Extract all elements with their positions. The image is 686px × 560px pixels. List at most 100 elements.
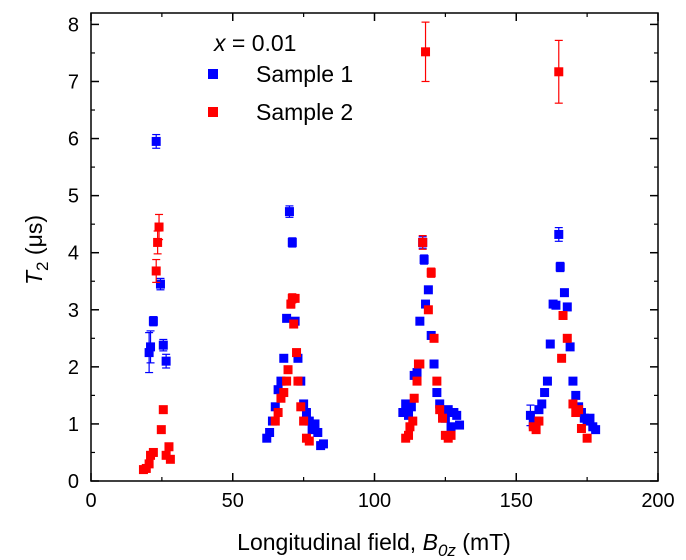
data-point: [446, 422, 456, 432]
data-point: [435, 399, 445, 409]
composition-annotation: x = 0.01: [213, 30, 296, 56]
data-point: [276, 393, 286, 403]
data-point: [156, 425, 166, 435]
data-point: [585, 413, 595, 423]
data-point: [293, 353, 303, 363]
data-point: [276, 376, 286, 386]
data-point: [273, 408, 283, 418]
data-point: [429, 333, 439, 343]
data-point: [421, 299, 431, 309]
data-point: [404, 410, 414, 420]
data-point: [292, 348, 302, 358]
y-tick-label: 6: [68, 129, 79, 151]
data-point: [279, 388, 289, 398]
data-point: [568, 376, 578, 386]
data-point: [262, 433, 272, 443]
data-point: [293, 376, 303, 386]
y-tick-label: 2: [68, 357, 79, 379]
data-point: [568, 399, 578, 409]
data-point: [574, 405, 584, 415]
data-point: [525, 410, 535, 420]
series-2: [138, 21, 592, 475]
data-point: [279, 353, 289, 363]
x-tick-label: 50: [222, 490, 244, 512]
data-point: [265, 427, 275, 437]
data-point: [562, 302, 572, 312]
y-tick-label: 4: [68, 243, 79, 265]
data-point: [432, 376, 442, 386]
data-point: [299, 416, 309, 426]
data-point: [401, 399, 411, 409]
legend-marker-sample-1: [208, 69, 218, 79]
x-tick-label: 200: [641, 490, 674, 512]
y-tick-label: 3: [68, 300, 79, 322]
data-point: [313, 427, 323, 437]
data-point: [412, 368, 422, 378]
data-point: [282, 313, 292, 323]
data-point: [415, 316, 425, 326]
x-tick-label: 150: [500, 490, 533, 512]
data-point: [423, 305, 433, 315]
data-point: [551, 300, 561, 310]
data-point: [304, 416, 314, 426]
data-point: [164, 442, 174, 452]
data-point: [289, 319, 299, 329]
y-tick-label: 0: [68, 471, 79, 493]
data-point: [409, 393, 419, 403]
data-point: [438, 413, 448, 423]
series-1: [144, 133, 601, 451]
data-point: [534, 405, 544, 415]
legend-label-sample-1: Sample 1: [256, 61, 353, 87]
data-point: [452, 410, 462, 420]
x-axis-title: Longitudinal field, B0z (mT): [237, 529, 511, 560]
data-point: [554, 67, 564, 77]
data-point: [418, 237, 428, 247]
data-point: [571, 390, 581, 400]
data-point: [412, 376, 422, 386]
data-point: [304, 436, 314, 446]
y-tick-label: 1: [68, 414, 79, 436]
data-point: [287, 237, 297, 247]
data-point: [558, 310, 568, 320]
data-point: [432, 388, 442, 398]
data-point: [540, 388, 550, 398]
legend: x = 0.01 Sample 1 Sample 2: [208, 30, 353, 125]
data-point: [415, 359, 425, 369]
data-point: [455, 420, 465, 430]
data-point: [421, 47, 431, 57]
data-point: [148, 447, 158, 457]
data-point: [435, 405, 445, 415]
data-point: [534, 416, 544, 426]
x-tick-label: 0: [85, 490, 96, 512]
data-point: [404, 430, 414, 440]
data-point: [531, 425, 541, 435]
data-point: [554, 229, 564, 239]
data-point: [429, 359, 439, 369]
data-point: [283, 365, 293, 375]
data-point: [301, 408, 311, 418]
data-point: [310, 419, 320, 429]
data-point: [144, 459, 154, 469]
data-point: [443, 405, 453, 415]
data-point: [155, 279, 165, 289]
data-point: [158, 405, 168, 415]
data-point: [591, 425, 601, 435]
data-point: [307, 425, 317, 435]
data-point: [576, 423, 586, 433]
data-point: [154, 222, 164, 232]
data-point: [419, 255, 429, 265]
data-point: [270, 402, 280, 412]
data-point: [423, 285, 433, 295]
data-point: [284, 207, 294, 217]
data-point: [562, 333, 572, 343]
data-point: [398, 408, 408, 418]
data-layer: [138, 21, 601, 475]
data-point: [557, 353, 567, 363]
data-point: [153, 237, 163, 247]
y-axis-title: T2 (μs): [21, 215, 52, 285]
data-point: [446, 430, 456, 440]
data-point: [405, 422, 415, 432]
axes: 0 50 100 150 200 0 1 2 3 4 5 6 7 8: [68, 12, 675, 512]
data-point: [270, 416, 280, 426]
